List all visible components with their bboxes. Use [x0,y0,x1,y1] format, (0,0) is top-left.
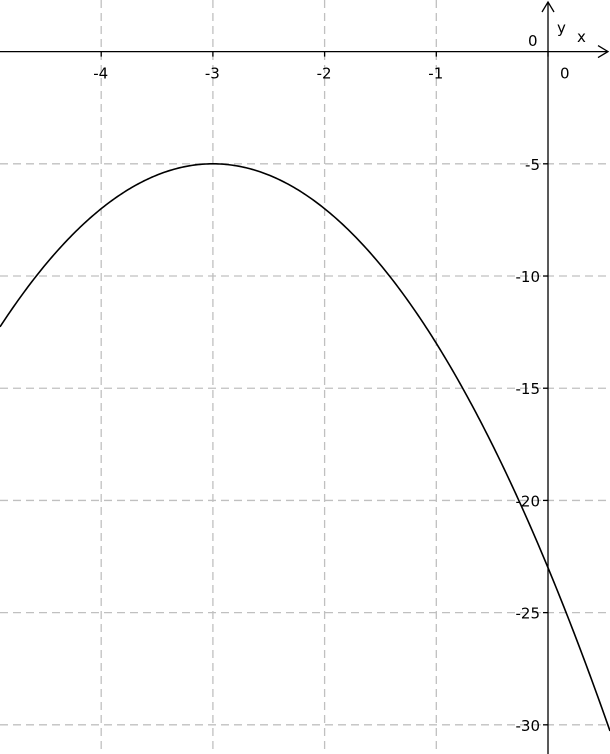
origin-label: 0 [528,32,538,50]
x-tick-label: -1 [428,65,443,83]
y-tick-label: -25 [516,605,541,623]
y-axis-label: y [557,19,566,37]
x-tick-label: 0 [560,65,570,83]
parabola-curve [0,163,610,732]
x-axis-label: x [577,28,586,46]
x-tick-label: -2 [317,65,332,83]
y-tick-label: -15 [516,380,541,398]
x-tick-label: -3 [205,65,220,83]
y-tick-label: -5 [525,156,540,174]
x-axis-arrow-icon [597,45,610,59]
y-tick-label: -10 [516,268,541,286]
x-tick-label: -4 [93,65,108,83]
y-axis-arrow-icon [541,0,555,13]
y-tick-label: -30 [516,717,541,735]
tick-labels: -5-4-3-2-10-5-10-15-20-25-30 [93,65,570,735]
